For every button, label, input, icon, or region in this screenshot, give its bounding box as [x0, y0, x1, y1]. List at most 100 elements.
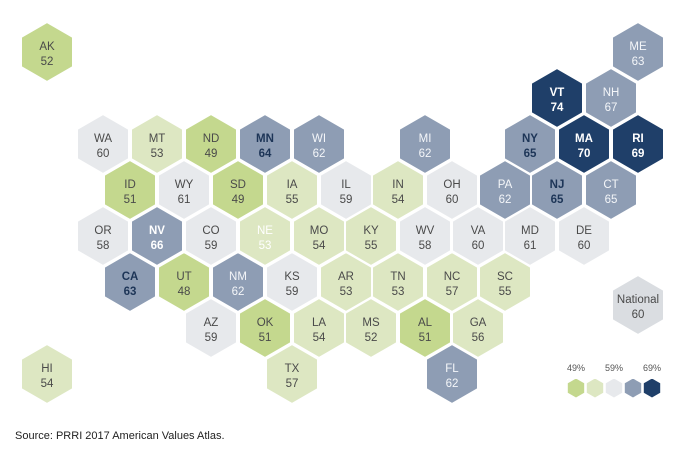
state-value-nc: 57 — [446, 286, 459, 298]
state-label-al: AL — [418, 317, 433, 329]
state-value-nh: 67 — [605, 102, 618, 114]
state-value-tn: 53 — [392, 286, 405, 298]
state-label-tx: TX — [285, 363, 300, 375]
state-value-co: 59 — [205, 240, 218, 252]
state-value-sd: 49 — [232, 194, 245, 206]
state-label-or: OR — [94, 225, 111, 237]
legend-label-2: 59% — [605, 363, 623, 373]
state-value-oh: 60 — [446, 194, 459, 206]
state-value-il: 59 — [340, 194, 353, 206]
hex-ok — [238, 296, 292, 360]
state-value-al: 51 — [419, 332, 432, 344]
national-label: National — [617, 294, 659, 306]
legend-swatch-2 — [585, 377, 605, 399]
state-label-la: LA — [312, 317, 326, 329]
state-label-vt: VT — [550, 87, 565, 99]
state-label-tn: TN — [390, 271, 405, 283]
state-value-md: 61 — [524, 240, 537, 252]
hex-co — [184, 204, 238, 268]
state-label-nm: NM — [229, 271, 247, 283]
legend-swatch-5 — [642, 377, 662, 399]
state-label-ok: OK — [257, 317, 274, 329]
state-value-sc: 55 — [499, 286, 512, 298]
state-label-wa: WA — [94, 133, 112, 145]
state-value-vt: 74 — [551, 102, 564, 114]
state-value-in: 54 — [392, 194, 405, 206]
hex-tn — [371, 250, 425, 314]
state-value-ny: 65 — [524, 148, 537, 160]
state-value-de: 60 — [578, 240, 591, 252]
state-value-ma: 70 — [578, 148, 591, 160]
hex-hi — [20, 342, 74, 406]
state-value-ms: 52 — [365, 332, 378, 344]
state-value-nd: 49 — [205, 148, 218, 160]
state-value-mi: 62 — [419, 148, 432, 160]
hex-nv — [130, 204, 184, 268]
state-label-pa: PA — [498, 179, 513, 191]
hex-me — [611, 20, 665, 84]
hex-ms — [344, 296, 398, 360]
state-value-ri: 69 — [632, 148, 645, 160]
legend-swatch-1 — [566, 377, 586, 399]
state-value-pa: 62 — [499, 194, 512, 206]
state-value-ar: 53 — [340, 286, 353, 298]
state-label-mt: MT — [149, 133, 166, 145]
state-label-nc: NC — [444, 271, 461, 283]
state-value-ga: 56 — [472, 332, 485, 344]
hex-ks — [265, 250, 319, 314]
state-value-az: 59 — [205, 332, 218, 344]
state-label-wv: WV — [416, 225, 435, 237]
hex-national — [611, 273, 665, 337]
hex-nj — [530, 158, 584, 222]
state-label-ia: IA — [287, 179, 298, 191]
state-label-in: IN — [392, 179, 404, 191]
state-label-hi: HI — [41, 363, 53, 375]
hex-mi — [398, 112, 452, 176]
hex-id — [103, 158, 157, 222]
state-label-oh: OH — [443, 179, 460, 191]
state-label-ca: CA — [122, 271, 139, 283]
hex-or — [76, 204, 130, 268]
hex-ia — [265, 158, 319, 222]
state-value-nj: 65 — [551, 194, 564, 206]
state-label-mn: MN — [256, 133, 274, 145]
state-value-ak: 52 — [41, 56, 54, 68]
state-label-wy: WY — [175, 179, 194, 191]
state-label-ct: CT — [603, 179, 618, 191]
hex-nm — [211, 250, 265, 314]
state-label-ga: GA — [470, 317, 487, 329]
state-value-mt: 53 — [151, 148, 164, 160]
source-note: Source: PRRI 2017 American Values Atlas. — [15, 430, 225, 442]
state-value-wa: 60 — [97, 148, 110, 160]
state-label-ny: NY — [522, 133, 538, 145]
legend-swatch-4 — [623, 377, 643, 399]
state-label-co: CO — [202, 225, 219, 237]
state-value-ky: 55 — [365, 240, 378, 252]
state-label-ks: KS — [284, 271, 300, 283]
state-value-ut: 48 — [178, 286, 191, 298]
state-value-la: 54 — [313, 332, 326, 344]
state-value-ne: 53 — [259, 240, 272, 252]
state-label-fl: FL — [445, 363, 459, 375]
state-label-nh: NH — [603, 87, 620, 99]
state-value-fl: 62 — [446, 378, 459, 390]
state-label-nv: NV — [149, 225, 165, 237]
state-label-mi: MI — [419, 133, 432, 145]
state-label-il: IL — [341, 179, 351, 191]
state-label-ne: NE — [257, 225, 273, 237]
state-label-de: DE — [576, 225, 592, 237]
hex-ca — [103, 250, 157, 314]
hex-sd — [211, 158, 265, 222]
state-value-wv: 58 — [419, 240, 432, 252]
state-label-ms: MS — [362, 317, 380, 329]
state-value-mo: 54 — [313, 240, 326, 252]
hex-nh — [584, 66, 638, 130]
state-value-ct: 65 — [605, 194, 618, 206]
state-value-id: 51 — [124, 194, 137, 206]
hex-wa — [76, 112, 130, 176]
state-value-mn: 64 — [259, 148, 272, 160]
hex-ne — [238, 204, 292, 268]
legend-label-1: 49% — [567, 363, 585, 373]
hex-wy — [157, 158, 211, 222]
